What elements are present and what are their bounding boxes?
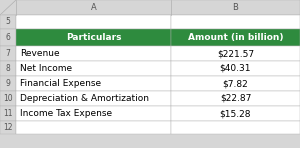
Bar [171,29,300,46]
Text: $221.57: $221.57 [217,49,254,58]
Text: 8: 8 [6,64,10,73]
Bar [0,106,16,121]
Bar [16,15,171,29]
Text: $40.31: $40.31 [220,64,251,73]
Text: 7: 7 [6,49,10,58]
Bar [0,0,300,15]
Text: Financial Expense: Financial Expense [20,79,101,88]
Text: 11: 11 [3,109,13,118]
Text: 6: 6 [6,33,10,42]
Bar [171,106,300,121]
Bar [171,76,300,91]
Text: $22.87: $22.87 [220,94,251,103]
Bar [171,46,300,61]
Bar [171,15,300,29]
Bar [171,121,300,134]
Text: Net Income: Net Income [20,64,72,73]
Bar [0,121,16,134]
Text: B: B [232,3,238,12]
Text: 10: 10 [3,94,13,103]
Polygon shape [0,0,16,15]
Text: 5: 5 [6,17,10,26]
Bar [171,61,300,76]
Text: $15.28: $15.28 [220,109,251,118]
Text: Revenue: Revenue [20,49,60,58]
Bar [16,61,171,76]
Bar [0,91,16,106]
Bar [16,121,171,134]
Text: A: A [91,3,96,12]
Text: Income Tax Expense: Income Tax Expense [20,109,112,118]
Bar [171,91,300,106]
Bar [0,76,16,91]
Text: Depreciation & Amortization: Depreciation & Amortization [20,94,149,103]
Bar [0,61,16,76]
Bar [0,29,16,46]
Text: Amount (in billion): Amount (in billion) [188,33,283,42]
Bar [16,91,171,106]
Bar [16,106,171,121]
Text: Particulars: Particulars [66,33,121,42]
Bar [0,46,16,61]
Bar [16,46,171,61]
Bar [0,15,16,29]
Bar [16,76,171,91]
Text: 12: 12 [3,123,13,132]
Bar [16,29,171,46]
Text: 9: 9 [6,79,10,88]
Text: $7.82: $7.82 [223,79,248,88]
